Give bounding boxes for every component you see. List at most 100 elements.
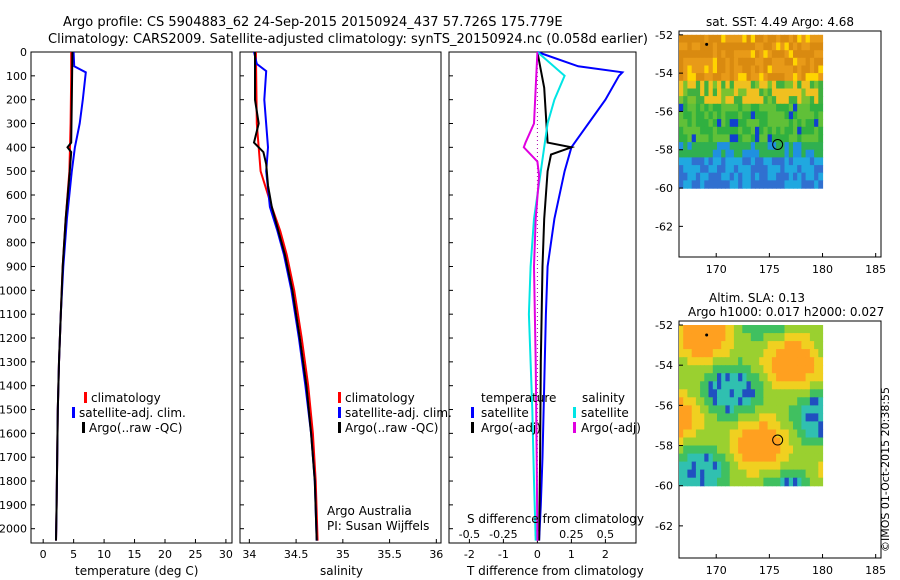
heat-cell [776,357,781,366]
heat-cell [750,65,756,74]
heat-cell [759,381,764,390]
heat-cell [793,429,798,439]
heat-cell [801,389,807,398]
heat-cell [746,397,752,406]
heat-cell [742,357,748,366]
heat-cell [742,381,748,390]
heat-cell [801,157,807,166]
heat-cell [755,453,760,463]
heat-cell [755,429,760,439]
heat-cell [767,453,773,463]
heat-cell [729,445,735,455]
heat-cell [797,421,802,430]
heat-cell [729,103,735,113]
heat-cell [805,111,811,120]
heat-cell [776,73,781,82]
heat-cell [717,389,722,398]
heat-cell [733,73,739,82]
heat-cell [780,172,786,181]
heat-cell [700,142,705,151]
heat-cell [704,397,710,406]
heat-cell [801,357,807,366]
heat-cell [801,80,807,90]
heat-cell [771,469,777,479]
heat-cell [679,103,684,113]
heat-cell [733,42,739,51]
heat-cell [814,134,819,143]
heat-cell [750,88,756,97]
heat-cell [704,80,710,90]
heat-cell [700,57,705,67]
heat-cell [738,421,743,430]
heat-cell [809,429,815,439]
heat-cell [788,365,794,374]
heat-cell [708,357,714,366]
heat-cell [679,165,684,174]
heat-cell [708,88,714,97]
heat-cell [725,389,731,398]
heat-cell [691,180,697,189]
heat-cell [801,172,807,181]
heat-cell [717,180,722,189]
x-tick-label: 34 [242,548,256,561]
heat-cell [712,50,718,59]
heat-cell [784,397,790,406]
heat-cell [784,333,790,342]
heat-cell [729,80,735,90]
heat-cell [721,341,726,350]
heat-cell [771,405,777,414]
heat-cell [742,445,748,455]
heat-cell [725,453,731,463]
heat-cell [704,325,710,334]
heat-cell [771,477,777,487]
heat-cell [763,365,769,374]
heat-cell [797,461,802,471]
heat-cell [725,437,731,447]
heat-cell [704,126,710,136]
heat-cell [771,134,777,143]
heat-cell [717,34,722,44]
heat-cell [721,165,726,174]
heat-cell [725,365,731,374]
heat-cell [801,333,807,342]
heat-cell [776,461,781,471]
heat-cell [788,333,794,342]
heat-cell [729,119,735,128]
heat-cell [742,180,748,189]
heat-cell [814,111,819,120]
heat-cell [750,469,756,479]
heat-cell [793,381,798,390]
heat-cell [708,119,714,128]
heat-cell [712,445,718,455]
legend-s-satellite: satellite [581,406,629,420]
heat-cell [725,111,731,120]
heat-cell [784,445,790,455]
x-tick-label: 25 [188,548,202,561]
heat-cell [691,437,697,447]
heat-cell [771,157,777,166]
heat-cell [818,453,824,463]
heat-cell [717,445,722,455]
heat-cell [687,469,693,479]
heat-cell [780,111,786,120]
heat-cell [704,180,710,189]
heat-cell [712,453,718,463]
heat-cell [755,165,760,174]
heat-cell [721,357,726,366]
heat-cell [708,42,714,51]
heat-cell [712,437,718,447]
heat-cell [763,349,769,358]
heat-cell [695,477,701,487]
heat-cell [746,142,752,151]
heat-cell [793,461,798,471]
heat-cell [818,96,824,105]
heat-cell [784,429,790,439]
salinity-legend: climatology satellite-adj. clim. Argo(..… [327,391,452,533]
heat-cell [725,96,731,105]
heat-cell [759,103,764,113]
heat-cell [683,157,688,166]
heat-cell [755,469,760,479]
heat-cell [725,50,731,59]
heat-cell [784,157,790,166]
heat-cell [691,103,697,113]
